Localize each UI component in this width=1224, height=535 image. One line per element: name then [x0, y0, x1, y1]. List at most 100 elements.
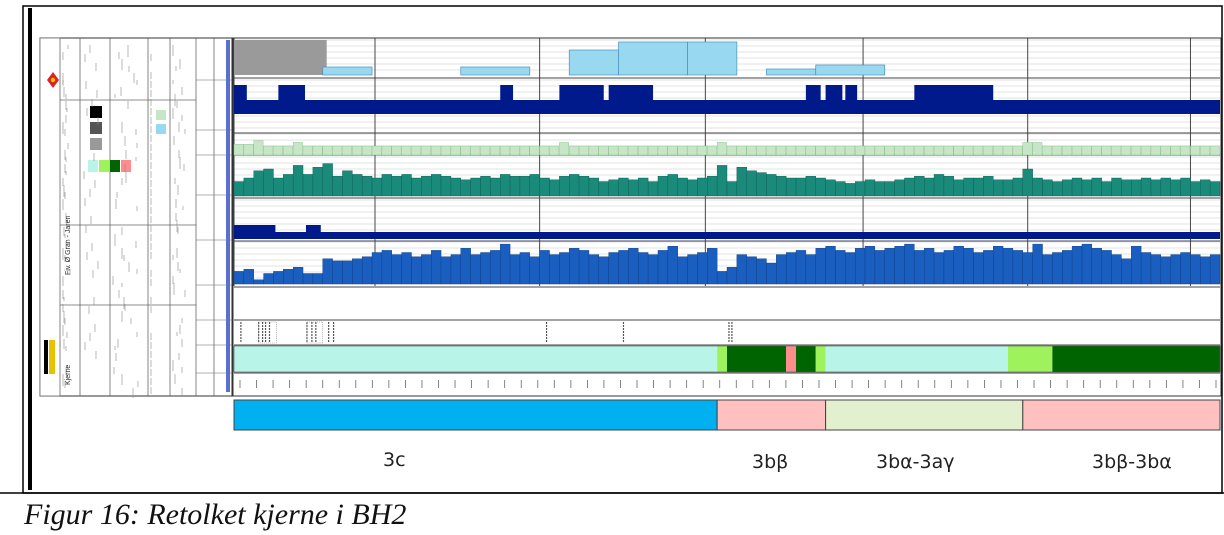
track4-bar: [234, 182, 244, 196]
track3-bar: [944, 146, 953, 155]
legend-panel: Fiv. Ø Gran - Jaren Kjerne: [40, 38, 232, 398]
track6-bar: [1151, 255, 1161, 284]
track3-bar: [1131, 146, 1140, 155]
track3-bar: [826, 146, 835, 155]
track3-bar: [599, 146, 608, 155]
swatch-light-blue: [156, 124, 166, 134]
track4-bar: [490, 178, 500, 196]
track3-bar: [323, 146, 332, 155]
track4-bar: [1102, 182, 1112, 196]
track6-bar: [727, 267, 737, 284]
track4-bar: [707, 176, 717, 196]
track2-step: [234, 85, 247, 101]
track3-bar: [461, 146, 470, 155]
track4-bar: [441, 176, 451, 196]
track6-bar: [904, 244, 914, 284]
unit-label-3c: 3c: [383, 449, 406, 471]
track6-bar: [1092, 248, 1102, 284]
track4-bar: [1161, 178, 1171, 196]
track3-bar: [411, 146, 420, 155]
track4-bar: [500, 174, 510, 196]
track6-bar: [392, 255, 402, 284]
track3-bar: [1052, 146, 1061, 155]
track4-bar: [816, 178, 826, 196]
track6-bar: [362, 257, 372, 284]
track4-bar: [954, 180, 964, 196]
track6-bar: [1112, 255, 1122, 284]
track3-bar: [1062, 146, 1071, 155]
track3-bar: [1171, 146, 1180, 155]
track4-bar: [283, 174, 293, 196]
track1-bar: [569, 50, 618, 75]
track6-bar: [441, 257, 451, 284]
track6-bar: [885, 248, 895, 284]
track4-bar: [1131, 180, 1141, 196]
track4-bar: [244, 178, 254, 196]
track3-bar: [283, 146, 292, 155]
track6-bar: [1043, 255, 1053, 284]
track4-bar: [540, 178, 550, 196]
track3-bar: [333, 146, 342, 155]
track4-bar: [530, 174, 540, 196]
track3-bar: [904, 146, 913, 155]
track3-bar: [392, 146, 401, 155]
track4-bar: [895, 180, 905, 196]
track6-bar: [411, 257, 421, 284]
core-segment: [816, 346, 826, 372]
track4-bar: [835, 182, 845, 196]
track4-bar: [609, 180, 619, 196]
legend-title: Fiv. Ø Gran - Jaren: [65, 216, 72, 275]
track2-step: [500, 85, 513, 101]
track3-bar: [688, 146, 697, 155]
track3-bar: [500, 146, 509, 155]
track3-bar: [1072, 146, 1081, 155]
track6-bar: [451, 255, 461, 284]
track6-bar: [273, 271, 283, 284]
track3-bar: [1181, 146, 1190, 155]
track4-bar: [421, 176, 431, 196]
track4-bar: [737, 167, 747, 196]
swatch-black: [90, 106, 102, 118]
track2-step: [278, 85, 305, 101]
swatch-pale-green: [156, 110, 166, 120]
track6-bar: [747, 257, 757, 284]
track6-bar: [619, 250, 629, 284]
swatch-dark-gray: [90, 122, 102, 134]
track6-bar: [1013, 250, 1023, 284]
track3-bar: [983, 146, 992, 155]
track6-bar: [924, 248, 934, 284]
track4-bar: [402, 174, 412, 196]
track3-bar: [1082, 146, 1091, 155]
track4-bar: [619, 178, 629, 196]
track2-step: [914, 85, 993, 101]
track3-bar: [1043, 146, 1052, 155]
track6-bar: [1102, 250, 1112, 284]
unit-label-3bbeta-3balpha: 3bβ-3bα: [1092, 451, 1172, 473]
track6-bar: [914, 250, 924, 284]
track3-bar: [934, 146, 943, 155]
track3-bar: [1013, 146, 1022, 155]
track4-bar: [944, 176, 954, 196]
track3-bar: [855, 146, 864, 155]
track6-bar: [835, 250, 845, 284]
track3-bar: [914, 146, 923, 155]
track3-bar: [402, 146, 411, 155]
track4-bar: [559, 176, 569, 196]
track3-bar: [697, 146, 706, 155]
track4-bar: [993, 180, 1003, 196]
track6-bar: [550, 255, 560, 284]
track3-bar: [747, 146, 756, 155]
track1-bar: [323, 67, 372, 75]
track6-bar: [934, 253, 944, 285]
track4-bar: [855, 182, 865, 196]
track4-bar: [510, 176, 520, 196]
swatch-salmon: [121, 160, 131, 172]
track3-bar: [569, 146, 578, 155]
track6-bar: [471, 255, 481, 284]
track6-bar: [1082, 244, 1092, 284]
track3-bar: [481, 146, 490, 155]
track3-bar: [550, 146, 559, 155]
track6-bar: [234, 271, 244, 284]
track4-bar: [845, 183, 855, 196]
track6-bar: [579, 250, 589, 284]
